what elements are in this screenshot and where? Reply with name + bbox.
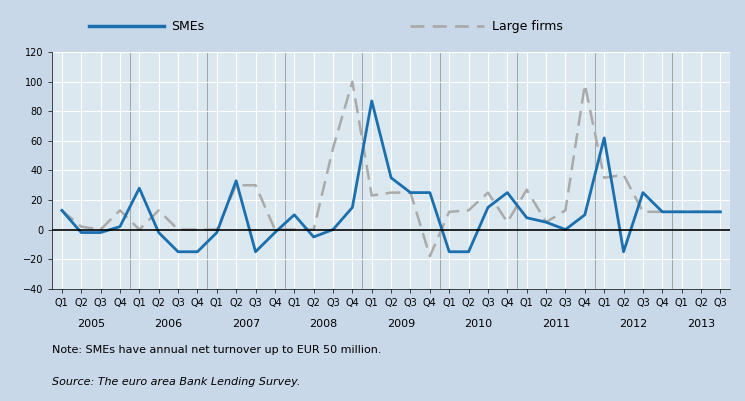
Text: 2005: 2005 [77,319,105,329]
Text: Source: The euro area Bank Lending Survey.: Source: The euro area Bank Lending Surve… [52,377,300,387]
Text: 2011: 2011 [542,319,570,329]
Text: 2008: 2008 [309,319,337,329]
Text: 2006: 2006 [154,319,183,329]
Text: 2012: 2012 [619,319,647,329]
Text: Large firms: Large firms [492,20,562,32]
Text: 2007: 2007 [232,319,260,329]
Text: Note: SMEs have annual net turnover up to EUR 50 million.: Note: SMEs have annual net turnover up t… [52,345,381,355]
Text: SMEs: SMEs [171,20,204,32]
Text: 2009: 2009 [387,319,415,329]
Text: 2013: 2013 [687,319,715,329]
Text: 2010: 2010 [464,319,492,329]
